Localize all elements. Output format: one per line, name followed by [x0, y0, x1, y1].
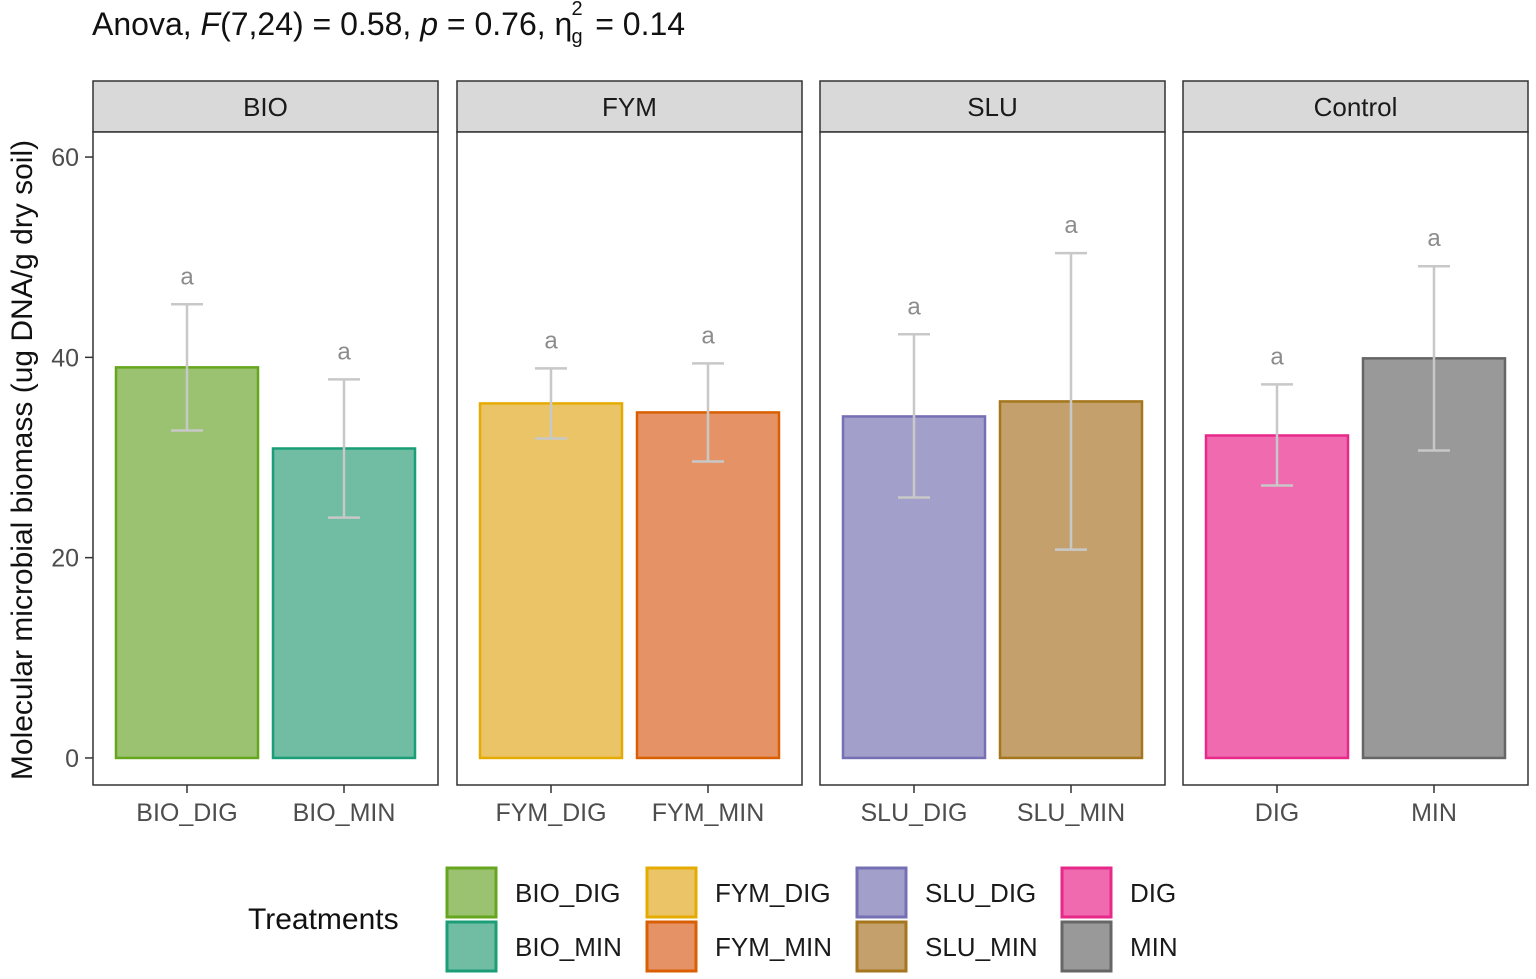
title-stat-symbol: F	[200, 6, 221, 42]
legend-label-slu-dig: SLU_DIG	[925, 878, 1036, 908]
y-tick-label: 60	[51, 144, 79, 172]
legend-label-min: MIN	[1130, 932, 1178, 962]
legend-label-fym-min: FYM_MIN	[715, 932, 832, 962]
title-eta-text: = 0.14	[586, 6, 686, 42]
legend-label-bio-min: BIO_MIN	[515, 932, 622, 962]
significance-letter-slu-min: a	[1064, 212, 1078, 239]
x-tick-label-slu-min: SLU_MIN	[1017, 799, 1125, 827]
title-stat-args: (7,24) = 0.58,	[220, 6, 421, 42]
y-tick-label: 40	[51, 344, 79, 372]
significance-letter-fym-min: a	[701, 322, 715, 349]
significance-letter-bio-min: a	[337, 338, 351, 365]
significance-letter-dig: a	[1270, 343, 1284, 370]
legend-key-min	[1060, 920, 1113, 973]
y-axis: 0 20 40 60	[51, 144, 93, 773]
bar-dig	[1204, 434, 1350, 760]
title-eta-symbol: η	[554, 6, 573, 42]
facet-panels: BIO a BIO_DIG a BIO_MIN FYM a FYM_DIG a FYM_MIN SL…	[92, 80, 1529, 827]
bar-fym-min	[635, 411, 781, 760]
legend-key-slu-dig	[855, 866, 908, 919]
significance-letter-bio-dig: a	[180, 263, 194, 290]
legend-label-dig: DIG	[1130, 878, 1176, 908]
facet-strip-label: FYM	[602, 92, 657, 122]
bar-bio-dig	[114, 366, 260, 760]
legend-key-slu-min	[855, 920, 908, 973]
y-axis-label: Molecular microbial biomass (ug DNA/g dr…	[6, 140, 39, 780]
facet-strip	[819, 80, 1166, 133]
title-eta-sub: g	[571, 26, 583, 48]
facet-bio: BIO a BIO_DIG a BIO_MIN	[92, 80, 439, 827]
legend-key-dig	[1060, 866, 1113, 919]
facet-strip	[456, 80, 803, 133]
x-tick-label-min: MIN	[1411, 799, 1457, 827]
significance-letter-fym-dig: a	[544, 327, 558, 354]
facet-control: Control a DIG a MIN	[1182, 80, 1529, 827]
facet-fym: FYM a FYM_DIG a FYM_MIN	[456, 80, 803, 827]
facet-slu: SLU a SLU_DIG a SLU_MIN	[819, 80, 1166, 827]
title-p-symbol: p	[420, 6, 438, 42]
y-tick-label: 20	[51, 545, 79, 573]
legend-key-fym-dig	[645, 866, 698, 919]
facet-strip-label: SLU	[967, 92, 1018, 122]
x-tick-label-fym-min: FYM_MIN	[652, 799, 765, 827]
legend-label-slu-min: SLU_MIN	[925, 932, 1038, 962]
title-eta-sup: 2	[571, 0, 583, 20]
legend-title: Treatments	[248, 903, 399, 936]
x-tick-label-bio-min: BIO_MIN	[293, 799, 396, 827]
facet-strip	[1182, 80, 1529, 133]
bar-bio-min	[271, 447, 417, 760]
legend-key-bio-dig	[445, 866, 498, 919]
x-tick-label-slu-dig: SLU_DIG	[861, 799, 968, 827]
facet-strip-label: BIO	[243, 92, 288, 122]
facet-strip-label: Control	[1314, 92, 1398, 122]
significance-letter-min: a	[1427, 225, 1441, 252]
legend-label-bio-dig: BIO_DIG	[515, 878, 620, 908]
legend-key-bio-min	[445, 920, 498, 973]
legend-label-fym-dig: FYM_DIG	[715, 878, 831, 908]
x-tick-label-fym-dig: FYM_DIG	[495, 799, 606, 827]
x-tick-label-dig: DIG	[1255, 799, 1299, 827]
legend-key-fym-min	[645, 920, 698, 973]
significance-letter-slu-dig: a	[907, 293, 921, 320]
title-prefix: Anova,	[92, 6, 201, 42]
legend: Treatments BIO_DIG BIO_MIN FYM_DIG FYM_MIN S…	[248, 866, 1178, 973]
title-p-text: = 0.76,	[437, 6, 555, 42]
x-tick-label-bio-dig: BIO_DIG	[136, 799, 237, 827]
y-tick-label: 0	[65, 745, 79, 773]
bar-fym-dig	[478, 402, 624, 760]
